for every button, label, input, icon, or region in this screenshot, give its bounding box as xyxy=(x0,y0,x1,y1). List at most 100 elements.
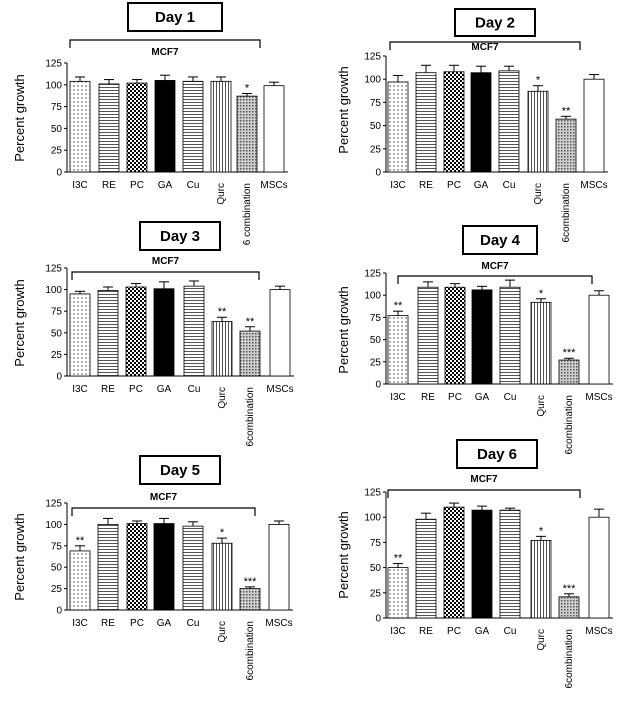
significance-marker: * xyxy=(539,288,544,300)
y-tick-label: 25 xyxy=(51,350,63,361)
group-bracket xyxy=(69,39,261,48)
significance-marker: ** xyxy=(76,535,85,547)
significance-marker: ** xyxy=(246,316,255,328)
category-label: Qurc xyxy=(217,387,228,409)
y-tick-label: 25 xyxy=(370,588,382,599)
significance-marker: * xyxy=(539,525,544,537)
day-2-panel: Day 2 MCF7 0 25 50 75 100 125 Percent growth I3C R… xyxy=(336,8,608,242)
bar-6combination xyxy=(555,118,577,173)
bar-qurc xyxy=(211,321,233,377)
bar-i3c xyxy=(387,315,409,385)
category-label: 6combination xyxy=(561,183,572,242)
bar-cu xyxy=(182,525,204,611)
bar-i3c xyxy=(69,550,91,611)
y-tick-label: 0 xyxy=(56,606,62,617)
bar-mscs xyxy=(268,524,290,611)
bar-re xyxy=(415,72,437,173)
bar-pc xyxy=(126,523,148,611)
bar-cu xyxy=(499,286,521,385)
y-tick-label: 0 xyxy=(375,380,381,391)
bar-cu xyxy=(183,285,205,377)
bar-cu xyxy=(499,509,521,619)
category-label: Qurc xyxy=(217,621,228,643)
y-tick-label: 75 xyxy=(370,538,382,549)
y-tick-label: 75 xyxy=(370,313,382,324)
category-label: GA xyxy=(475,626,490,637)
group-label: MCF7 xyxy=(481,261,509,272)
category-label: PC xyxy=(448,392,462,403)
y-tick-label: 75 xyxy=(370,98,382,109)
significance-marker: * xyxy=(220,527,225,539)
category-label: I3C xyxy=(390,180,406,191)
group-bracket xyxy=(387,489,581,498)
category-label: MSCs xyxy=(585,392,612,403)
y-tick-label: 0 xyxy=(56,168,62,179)
chart-title: Day 3 xyxy=(160,228,200,245)
y-tick-label: 100 xyxy=(364,513,381,524)
y-axis-label: Percent growth xyxy=(336,511,351,598)
bar-qurc xyxy=(530,301,552,385)
category-label: GA xyxy=(158,180,173,191)
title-box xyxy=(456,439,538,469)
day-3-panel: Day 3 MCF7 0 25 50 75 100 125 Percent growth I3C R… xyxy=(12,221,294,446)
category-label: 6combination xyxy=(245,387,256,446)
category-label: RE xyxy=(419,180,433,191)
category-label: GA xyxy=(157,618,172,629)
bar-pc xyxy=(125,286,147,377)
y-tick-label: 0 xyxy=(56,372,62,383)
significance-marker: *** xyxy=(563,347,577,359)
y-tick-label: 100 xyxy=(45,285,62,296)
y-tick-label: 75 xyxy=(51,541,63,552)
y-tick-label: 25 xyxy=(370,144,382,155)
chart-title: Day 1 xyxy=(155,9,195,26)
y-axis-label: Percent growth xyxy=(12,279,27,366)
chart-title: Day 5 xyxy=(160,462,200,479)
category-label: GA xyxy=(474,180,489,191)
category-label: 6combination xyxy=(245,621,256,680)
category-label: Cu xyxy=(187,180,200,191)
category-label: PC xyxy=(447,180,461,191)
bar-pc xyxy=(443,506,465,619)
bar-pc xyxy=(443,71,465,173)
bar-mscs xyxy=(263,85,285,173)
category-label: Cu xyxy=(188,384,201,395)
bar-re xyxy=(415,518,437,619)
category-label: PC xyxy=(130,618,144,629)
y-tick-label: 125 xyxy=(364,269,381,280)
category-label: 6 combination xyxy=(242,183,253,245)
y-tick-label: 125 xyxy=(45,59,62,70)
bar-6combination xyxy=(558,596,580,619)
category-label: RE xyxy=(101,384,115,395)
category-label: RE xyxy=(419,626,433,637)
bar-re xyxy=(97,290,119,377)
significance-marker: ** xyxy=(394,300,403,312)
category-label: PC xyxy=(129,384,143,395)
y-axis-label: Percent growth xyxy=(336,66,351,153)
category-label: Cu xyxy=(504,392,517,403)
significance-marker: *** xyxy=(563,583,577,595)
y-tick-label: 125 xyxy=(45,499,62,510)
category-label: PC xyxy=(130,180,144,191)
bar-ga xyxy=(471,289,493,385)
category-label: GA xyxy=(157,384,172,395)
significance-marker: * xyxy=(245,83,250,95)
significance-marker: * xyxy=(536,75,541,87)
category-label: MSCs xyxy=(260,180,287,191)
title-box xyxy=(139,221,221,251)
significance-marker: ** xyxy=(218,306,227,318)
y-tick-label: 100 xyxy=(364,75,381,86)
bar-qurc xyxy=(530,539,552,619)
group-label: MCF7 xyxy=(150,492,178,503)
category-label: Qurc xyxy=(216,183,227,205)
y-axis-label: Percent growth xyxy=(12,513,27,600)
category-label: I3C xyxy=(390,626,406,637)
bar-re xyxy=(98,83,120,173)
bar-cu xyxy=(498,70,520,173)
bar-ga xyxy=(154,80,176,173)
significance-marker: *** xyxy=(244,576,258,588)
bar-ga xyxy=(153,288,175,377)
y-tick-label: 100 xyxy=(45,520,62,531)
category-label: RE xyxy=(102,180,116,191)
bar-i3c xyxy=(387,567,409,619)
